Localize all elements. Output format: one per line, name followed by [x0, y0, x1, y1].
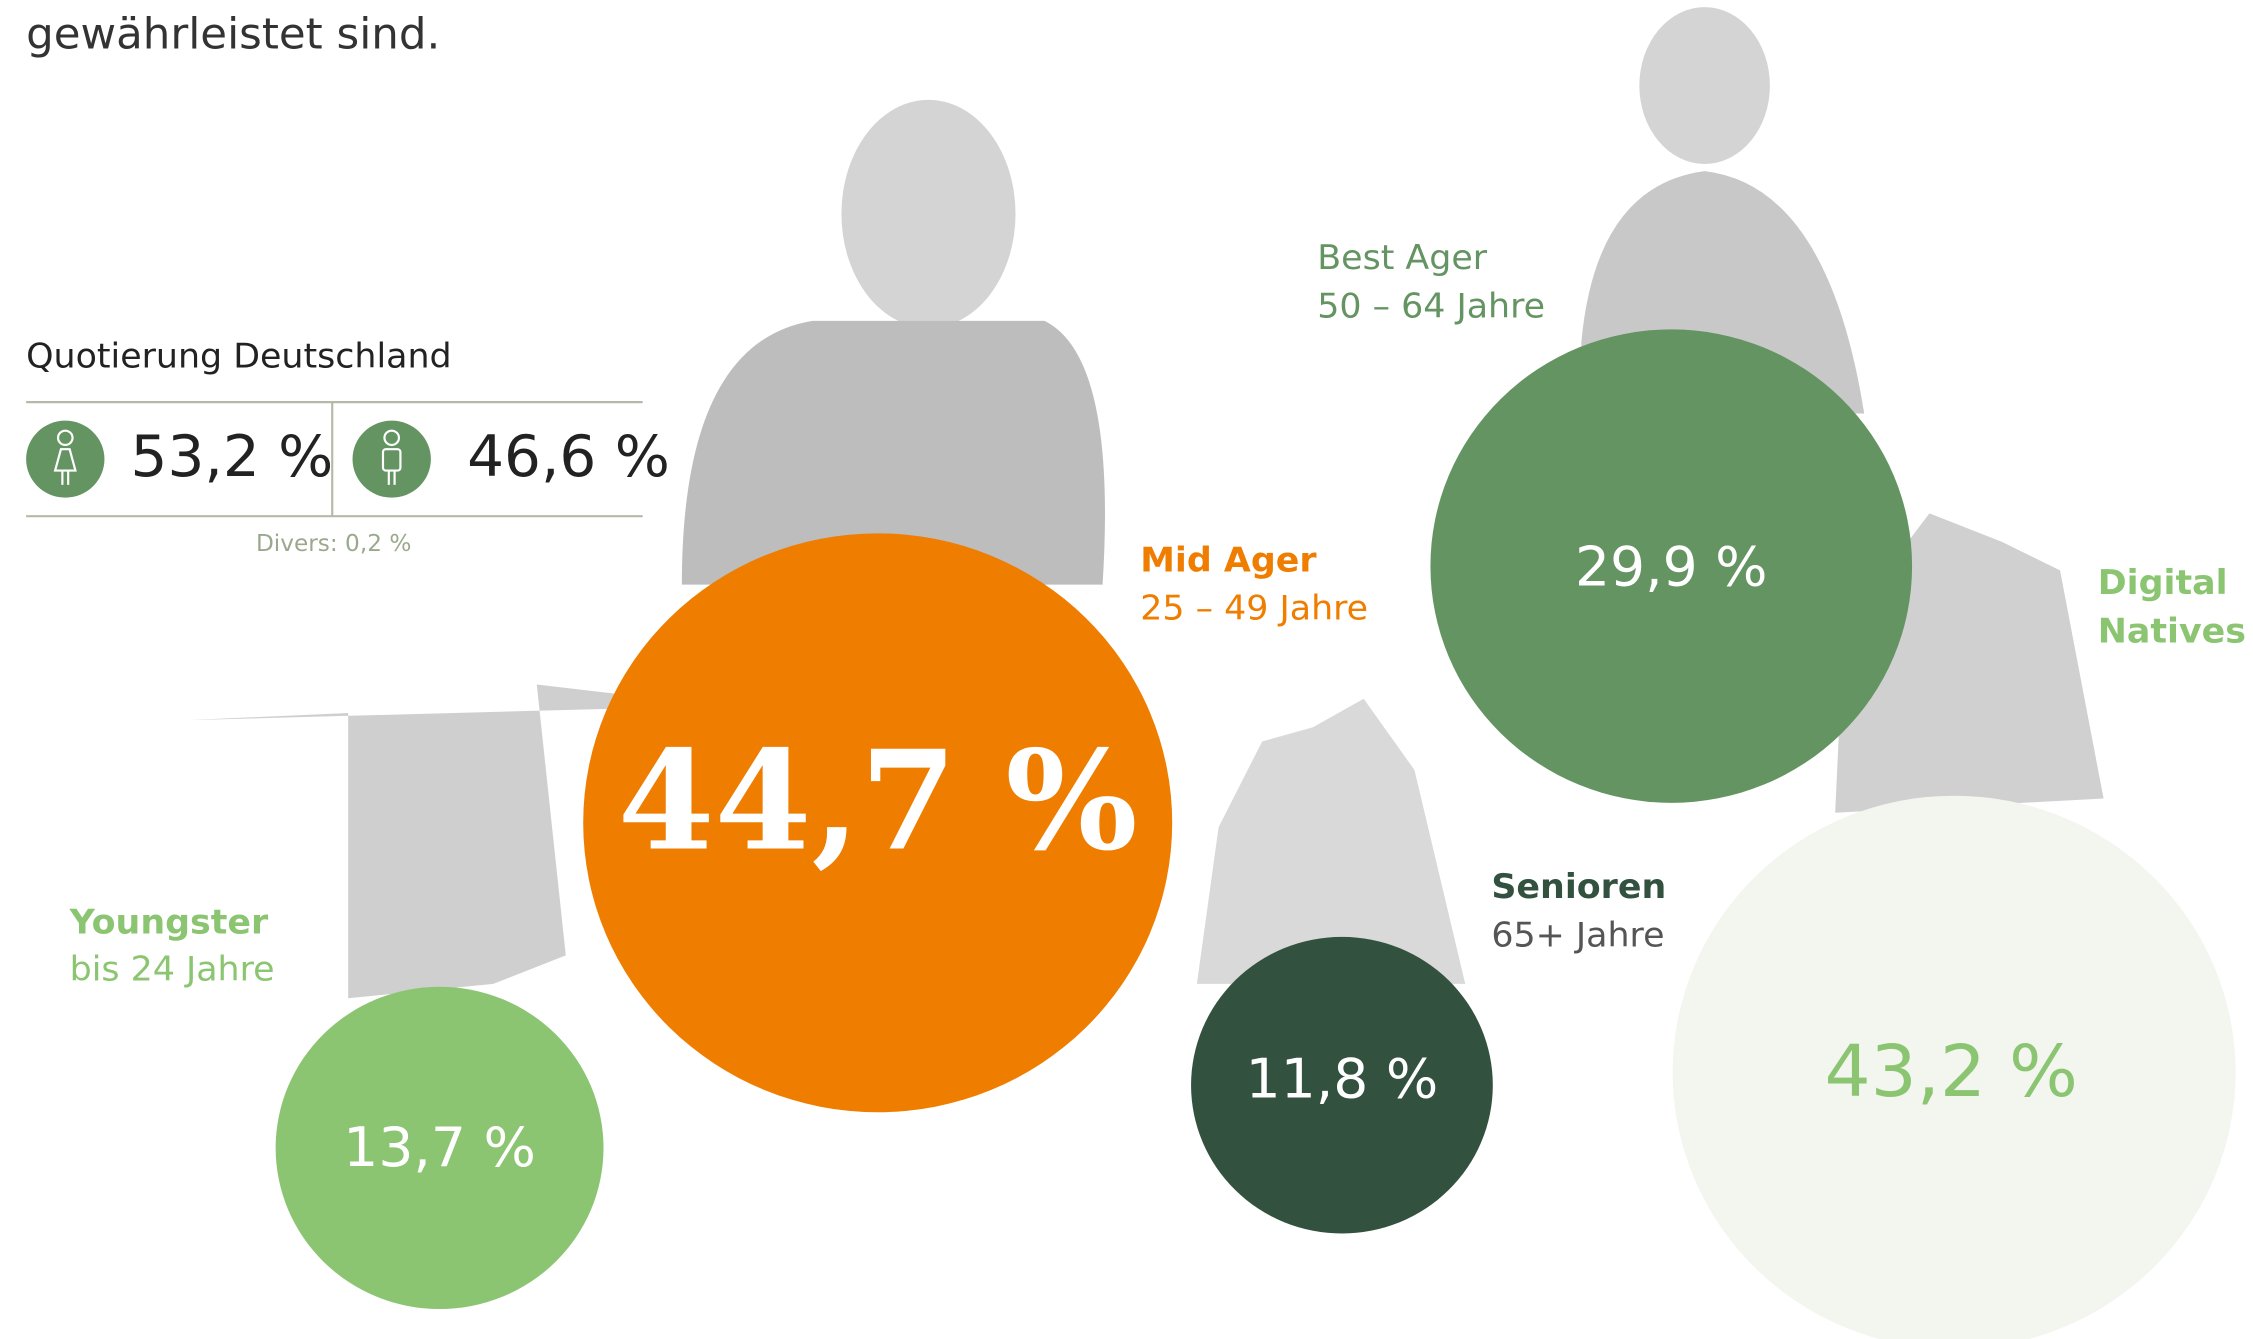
- female-share: 53,2 %: [131, 424, 334, 490]
- digital-natives-name: Natives: [2098, 612, 2246, 652]
- youngster-share: 13,7 %: [343, 1115, 536, 1178]
- youngster-name: Youngster: [69, 903, 269, 943]
- female-icon: [26, 421, 104, 498]
- mid-ager-name: Mid Ager: [1140, 541, 1316, 581]
- male-share: 46,6 %: [467, 424, 670, 490]
- infographic: gewährleistet sind. Quotierung Deutschla…: [0, 0, 2253, 1339]
- divers-share: Divers: 0,2 %: [256, 531, 411, 557]
- photo-best-ager-head: [1639, 7, 1770, 164]
- senioren-age: 65+ Jahre: [1491, 916, 1664, 956]
- best-ager-name: Best Ager: [1317, 238, 1488, 278]
- male-icon: [353, 421, 431, 498]
- page: {"intro": {"text": "gewährleistet sind."…: [0, 0, 2253, 1339]
- photo-mid-ager-head: [841, 100, 1015, 328]
- intro-text: gewährleistet sind.: [26, 10, 440, 60]
- senioren-name: Senioren: [1491, 867, 1666, 907]
- youngster-age: bis 24 Jahre: [70, 950, 275, 990]
- mid-ager-age: 25 – 49 Jahre: [1140, 589, 1368, 629]
- quota-title: Quotierung Deutschland: [26, 337, 452, 377]
- best-ager-age: 50 – 64 Jahre: [1317, 287, 1545, 327]
- digital-natives-name: Digital: [2098, 563, 2228, 603]
- digital-natives-share: 43,2 %: [1825, 1030, 2078, 1113]
- best-ager-share: 29,9 %: [1575, 535, 1768, 598]
- mid-ager-share: 44,7 %: [618, 720, 1138, 882]
- senioren-share: 11,8 %: [1246, 1047, 1439, 1110]
